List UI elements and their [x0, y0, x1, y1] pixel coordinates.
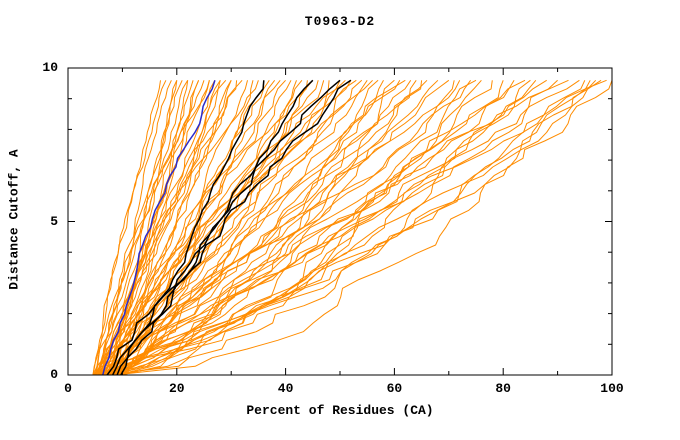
model-curve-orange: [117, 80, 613, 376]
model-curve-orange: [93, 80, 308, 376]
x-tick-label: 40: [277, 381, 294, 396]
x-axis-label: Percent of Residues (CA): [246, 403, 434, 418]
model-curve-orange: [103, 79, 373, 376]
model-curve-orange: [104, 80, 232, 376]
model-curve-black: [112, 80, 265, 376]
model-curve-orange: [120, 79, 580, 376]
model-curve-black: [116, 79, 314, 376]
y-tick-label: 10: [42, 60, 58, 75]
model-curve-orange: [118, 80, 270, 376]
model-curve-orange: [109, 80, 423, 376]
model-curve-orange: [103, 80, 238, 376]
model-curve-orange: [103, 80, 319, 376]
model-curve-orange: [94, 80, 297, 376]
model-curve-orange: [100, 79, 569, 376]
model-curve-orange: [98, 80, 205, 376]
model-curve-orange: [118, 79, 547, 376]
model-curve-orange: [107, 80, 472, 376]
model-curve-orange: [110, 79, 227, 376]
x-tick-label: 80: [495, 381, 511, 396]
model-curve-blue: [102, 80, 216, 376]
model-curve-orange: [99, 79, 607, 376]
model-curve-orange: [92, 80, 161, 376]
model-curve-orange: [99, 79, 276, 376]
model-curve-orange: [98, 80, 210, 376]
model-curve-orange: [108, 80, 515, 376]
model-curve-orange: [98, 80, 183, 376]
model-curve-orange: [94, 80, 172, 376]
model-curve-orange: [114, 79, 597, 376]
model-curve-orange: [98, 80, 221, 376]
chart-title: T0963-D2: [304, 14, 376, 29]
x-tick-label: 60: [386, 381, 403, 396]
model-curve-orange: [102, 79, 602, 376]
model-curve-orange: [92, 80, 368, 376]
y-axis-label: Distance Cutoff, A: [6, 149, 22, 290]
model-curve-black: [106, 79, 352, 376]
model-curve-orange: [103, 80, 384, 376]
model-curve-orange: [109, 79, 450, 376]
model-curve-orange: [120, 80, 292, 376]
model-curve-orange: [96, 80, 189, 376]
model-curve-orange: [95, 79, 531, 376]
model-curve-orange: [116, 80, 341, 376]
model-curve-orange: [114, 80, 591, 376]
x-tick-label: 0: [64, 381, 72, 396]
x-tick-label: 20: [168, 381, 185, 396]
model-curve-orange: [92, 80, 259, 376]
model-curve-orange: [97, 80, 586, 376]
model-curve-orange: [97, 80, 189, 376]
model-curve-orange: [98, 79, 243, 376]
model-curve-orange: [108, 79, 526, 376]
model-curve-orange: [119, 80, 504, 376]
model-curve-orange: [114, 80, 401, 376]
model-curve-orange: [92, 80, 167, 376]
model-curve-black: [120, 79, 341, 376]
y-tick-label: 0: [50, 367, 58, 382]
y-tick-label: 5: [50, 213, 58, 229]
x-tick-label: 100: [600, 381, 624, 396]
